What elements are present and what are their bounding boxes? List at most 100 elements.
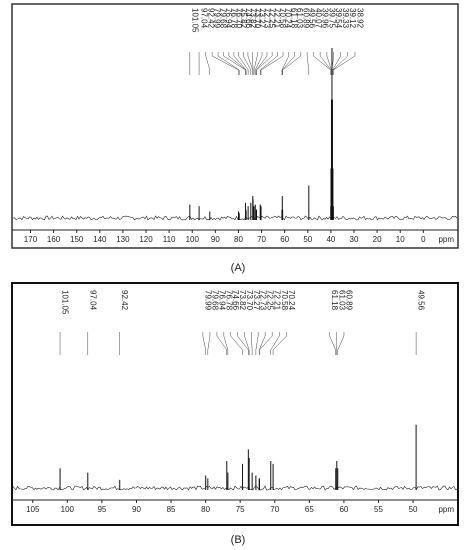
peak-label: 49.56 — [308, 8, 317, 29]
peak-label: 60.89 — [301, 8, 310, 29]
x-tick-label: 75 — [236, 505, 245, 514]
x-tick-label: 150 — [70, 235, 84, 244]
label-leader — [238, 52, 249, 75]
x-tick-label: 30 — [350, 235, 359, 244]
label-leader — [281, 52, 290, 75]
label-leader — [253, 52, 258, 75]
x-tick-label: 110 — [163, 235, 176, 244]
peak-label: 39.12 — [348, 8, 357, 29]
label-leader — [258, 332, 266, 355]
x-tick-label: 100 — [186, 235, 200, 244]
peak-label: 49.56 — [417, 290, 426, 311]
panel-frame — [11, 282, 459, 526]
label-leader — [255, 332, 259, 355]
x-tick-label: 70 — [257, 235, 266, 244]
peak-label: 72.73 — [263, 8, 272, 29]
label-leader — [326, 52, 332, 75]
label-leader — [256, 52, 273, 75]
label-leader — [272, 332, 287, 355]
x-tick-label: 0 — [421, 235, 426, 244]
peak-label: 72.21 — [273, 290, 282, 311]
peak-label: 73.70 — [253, 8, 262, 29]
label-leader — [282, 52, 295, 75]
x-tick-label: 105 — [26, 505, 40, 514]
peak-label: 76.94 — [224, 8, 233, 29]
x-tick-label: 60 — [339, 505, 348, 514]
label-leader — [217, 52, 240, 75]
x-axis-label: ppm — [438, 235, 454, 244]
peak-label: 61.18 — [289, 8, 298, 29]
label-leader — [337, 332, 345, 355]
peak-label: 97.04 — [200, 8, 209, 29]
peak-label: 73.27 — [252, 290, 261, 311]
label-leader — [259, 52, 278, 75]
x-tick-label: 90 — [132, 505, 141, 514]
label-leader — [230, 332, 243, 355]
label-leader — [259, 332, 273, 355]
x-tick-label: 160 — [47, 235, 61, 244]
label-leader — [247, 52, 253, 75]
peak-label: 38.92 — [355, 8, 364, 29]
x-tick-label: 170 — [24, 235, 38, 244]
peak-label: 72.25 — [267, 8, 276, 29]
peak-label: 70.58 — [278, 8, 287, 29]
peak-label: 72.25 — [266, 290, 275, 311]
peak-label: 76.94 — [217, 290, 226, 311]
x-tick-label: 100 — [61, 505, 75, 514]
peak-label: 39.75 — [327, 8, 336, 29]
peak-label: 39.33 — [341, 8, 350, 29]
peak-label: 73.70 — [245, 290, 254, 311]
x-axis-label: ppm — [438, 505, 454, 514]
x-tick-label: 130 — [116, 235, 130, 244]
label-leader — [211, 52, 239, 75]
label-leader — [331, 52, 334, 75]
label-leader — [313, 52, 331, 75]
label-leader — [223, 52, 246, 75]
peak-label: 73.82 — [238, 290, 247, 311]
label-leader — [223, 332, 229, 355]
label-leader — [282, 52, 302, 75]
x-tick-label: 50 — [303, 235, 312, 244]
peak-label: 70.24 — [287, 290, 296, 311]
peak-label: 72.21 — [273, 8, 282, 29]
peak-label: 101.05 — [61, 290, 70, 315]
caption: (A) — [231, 262, 246, 274]
panel-frame — [11, 3, 459, 249]
peak-label: 76.70 — [234, 8, 243, 29]
peak-label: 101.05 — [190, 8, 199, 33]
peak-label: 61.18 — [330, 290, 339, 311]
label-leader — [237, 332, 249, 355]
label-leader — [233, 52, 247, 75]
peak-label: 79.99 — [213, 8, 222, 29]
peak-label: 60.89 — [344, 290, 353, 311]
x-tick-label: 20 — [373, 235, 382, 244]
label-leader — [202, 332, 206, 355]
peak-label: 74.66 — [231, 290, 240, 311]
x-tick-label: 80 — [234, 235, 243, 244]
peak-label: 74.66 — [244, 8, 253, 29]
label-leader — [244, 332, 250, 355]
x-tick-label: 90 — [211, 235, 220, 244]
peak-label: 61.03 — [337, 290, 346, 311]
x-tick-label: 55 — [374, 505, 383, 514]
x-tick-label: 70 — [270, 505, 279, 514]
peak-label: 70.24 — [284, 8, 293, 29]
x-tick-label: 10 — [396, 235, 405, 244]
caption: (B) — [231, 534, 246, 546]
label-leader — [205, 52, 211, 75]
label-leader — [333, 52, 356, 75]
x-tick-label: 50 — [409, 505, 418, 514]
label-leader — [256, 52, 268, 75]
label-leader — [332, 52, 341, 75]
peak-label: 97.04 — [88, 290, 97, 311]
peak-label: 73.82 — [248, 8, 257, 29]
peak-label: 79.68 — [210, 290, 219, 311]
x-tick-label: 85 — [167, 505, 176, 514]
x-tick-label: 40 — [326, 235, 335, 244]
peak-label: 73.27 — [258, 8, 267, 29]
x-tick-label: 140 — [93, 235, 107, 244]
x-tick-label: 65 — [305, 505, 314, 514]
peak-label: 40.07 — [314, 8, 323, 29]
peak-label: 75.82 — [239, 8, 248, 29]
peak-label: 79.68 — [219, 8, 228, 29]
